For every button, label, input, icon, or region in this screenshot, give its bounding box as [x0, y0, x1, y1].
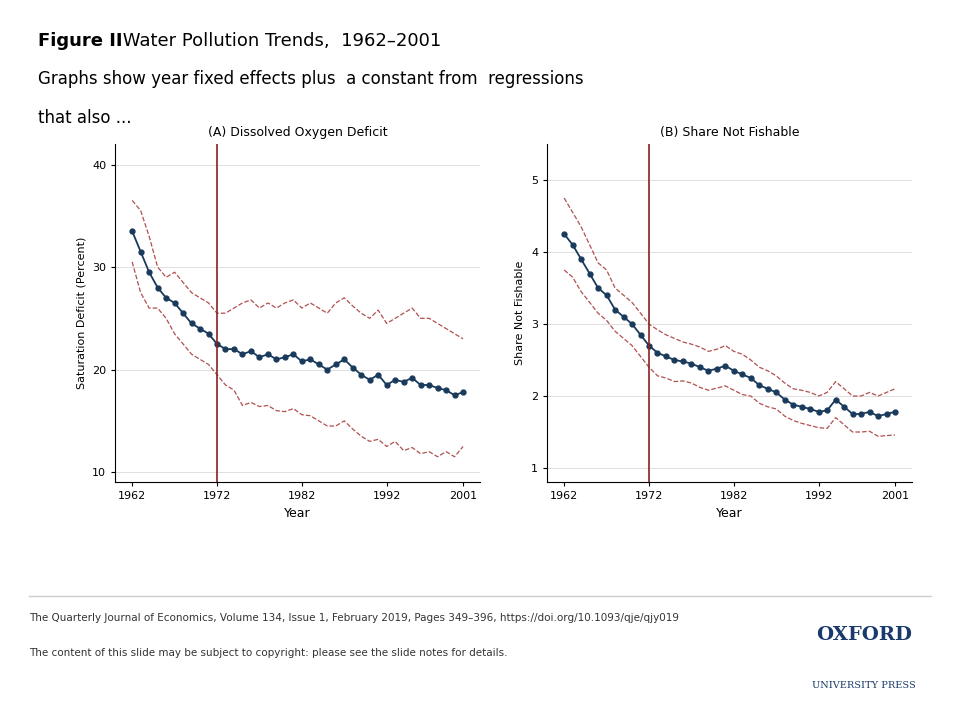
X-axis label: Year: Year [716, 507, 743, 520]
Text: that also ...: that also ... [38, 109, 132, 127]
Y-axis label: Share Not Fishable: Share Not Fishable [516, 261, 525, 365]
Y-axis label: Saturation Deficit (Percent): Saturation Deficit (Percent) [77, 237, 86, 390]
Text: UNIVERSITY PRESS: UNIVERSITY PRESS [812, 681, 916, 690]
Title: (A) Dissolved Oxygen Deficit: (A) Dissolved Oxygen Deficit [207, 126, 388, 139]
Text: OXFORD: OXFORD [816, 626, 912, 644]
Text: The content of this slide may be subject to copyright: please see the slide note: The content of this slide may be subject… [29, 648, 507, 658]
Text: Water Pollution Trends,  1962–2001: Water Pollution Trends, 1962–2001 [117, 32, 442, 50]
Title: (B) Share Not Fishable: (B) Share Not Fishable [660, 126, 800, 139]
X-axis label: Year: Year [284, 507, 311, 520]
Text: Graphs show year fixed effects plus  a constant from  regressions: Graphs show year fixed effects plus a co… [38, 70, 584, 88]
Text: The Quarterly Journal of Economics, Volume 134, Issue 1, February 2019, Pages 34: The Quarterly Journal of Economics, Volu… [29, 613, 679, 624]
Text: Figure II: Figure II [38, 32, 123, 50]
